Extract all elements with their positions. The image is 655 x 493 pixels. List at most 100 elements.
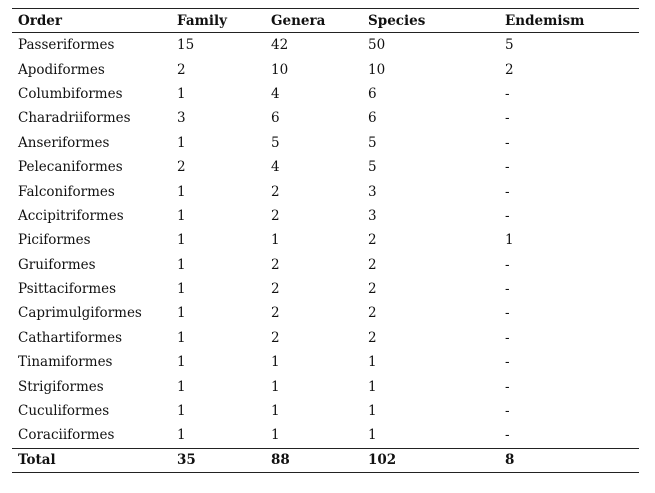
cell-genera: 2 [271, 207, 280, 224]
cell-species: 10 [368, 61, 386, 78]
cell-endemism: - [505, 329, 510, 346]
cell-order: Accipitriformes [18, 207, 124, 224]
cell-endemism: - [505, 403, 510, 420]
cell-family: 2 [177, 159, 186, 176]
total-label: Total [18, 452, 56, 469]
cell-species: 2 [368, 305, 377, 322]
total-genera: 88 [271, 452, 290, 469]
cell-family: 1 [177, 281, 186, 298]
table-row: Pelecaniformes 2 4 5 - [12, 155, 639, 179]
cell-order: Psittaciformes [18, 281, 117, 298]
table-row: Coraciiformes 1 1 1 - [12, 423, 639, 448]
bird-orders-table: Order Family Genera Species Endemism Pas… [12, 8, 639, 473]
cell-endemism: - [505, 354, 510, 371]
cell-family: 15 [177, 37, 195, 54]
cell-species: 2 [368, 281, 377, 298]
cell-species: 3 [368, 207, 377, 224]
table-row: Passeriformes 15 42 50 5 [12, 33, 639, 58]
cell-order: Cathartiformes [18, 329, 123, 346]
header-order: Order [18, 12, 63, 29]
cell-order: Tinamiformes [18, 354, 113, 371]
table-header-row: Order Family Genera Species Endemism [12, 8, 639, 33]
cell-family: 1 [177, 354, 186, 371]
cell-family: 1 [177, 427, 186, 444]
cell-order: Gruiformes [18, 256, 96, 273]
cell-genera: 2 [271, 183, 280, 200]
cell-family: 1 [177, 256, 186, 273]
cell-genera: 2 [271, 256, 280, 273]
cell-species: 6 [368, 110, 377, 127]
cell-endemism: - [505, 207, 510, 224]
cell-order: Apodiformes [18, 61, 105, 78]
table-row: Gruiformes 1 2 2 - [12, 253, 639, 277]
cell-genera: 1 [271, 403, 280, 420]
table-row: Columbiformes 1 4 6 - [12, 82, 639, 106]
cell-order: Strigiformes [18, 378, 104, 395]
cell-endemism: 5 [505, 37, 514, 54]
cell-genera: 4 [271, 85, 280, 102]
cell-family: 2 [177, 61, 186, 78]
cell-species: 1 [368, 378, 377, 395]
total-species: 102 [368, 452, 397, 469]
table-row: Cathartiformes 1 2 2 - [12, 326, 639, 350]
table-row: Falconiformes 1 2 3 - [12, 179, 639, 203]
cell-genera: 42 [271, 37, 289, 54]
cell-order: Coraciiformes [18, 427, 115, 444]
cell-family: 3 [177, 110, 186, 127]
table-body: Passeriformes 15 42 50 5 Apodiformes 2 10 10 2 Col… [12, 33, 639, 449]
cell-genera: 1 [271, 378, 280, 395]
header-genera: Genera [271, 12, 326, 29]
cell-genera: 2 [271, 281, 280, 298]
cell-order: Pelecaniformes [18, 159, 123, 176]
cell-order: Passeriformes [18, 37, 115, 54]
cell-endemism: - [505, 159, 510, 176]
cell-species: 5 [368, 159, 377, 176]
cell-family: 1 [177, 207, 186, 224]
cell-species: 2 [368, 256, 377, 273]
table-row: Strigiformes 1 1 1 - [12, 374, 639, 398]
cell-genera: 6 [271, 110, 280, 127]
cell-family: 1 [177, 329, 186, 346]
cell-order: Falconiformes [18, 183, 115, 200]
cell-genera: 2 [271, 305, 280, 322]
cell-family: 1 [177, 232, 186, 249]
cell-order: Columbiformes [18, 85, 123, 102]
cell-order: Caprimulgiformes [18, 305, 142, 322]
table-row: Accipitriformes 1 2 3 - [12, 204, 639, 228]
total-endemism: 8 [505, 452, 515, 469]
table-row: Anseriformes 1 5 5 - [12, 131, 639, 155]
table-total-row: Total 35 88 102 8 [12, 448, 639, 473]
cell-endemism: - [505, 378, 510, 395]
cell-genera: 2 [271, 329, 280, 346]
cell-endemism: 1 [505, 232, 514, 249]
cell-species: 1 [368, 403, 377, 420]
bird-orders-table-container: Order Family Genera Species Endemism Pas… [12, 8, 639, 473]
cell-endemism: - [505, 85, 510, 102]
cell-endemism: - [505, 305, 510, 322]
cell-genera: 1 [271, 354, 280, 371]
cell-endemism: - [505, 427, 510, 444]
header-family: Family [177, 12, 227, 29]
cell-species: 50 [368, 37, 386, 54]
cell-genera: 1 [271, 427, 280, 444]
cell-endemism: - [505, 134, 510, 151]
cell-species: 1 [368, 427, 377, 444]
total-family: 35 [177, 452, 196, 469]
cell-endemism: - [505, 281, 510, 298]
cell-order: Charadriiformes [18, 110, 131, 127]
cell-genera: 1 [271, 232, 280, 249]
cell-species: 6 [368, 85, 377, 102]
cell-family: 1 [177, 183, 186, 200]
table-row: Charadriiformes 3 6 6 - [12, 106, 639, 130]
cell-family: 1 [177, 378, 186, 395]
table-row: Caprimulgiformes 1 2 2 - [12, 301, 639, 325]
cell-family: 1 [177, 85, 186, 102]
cell-genera: 5 [271, 134, 280, 151]
cell-genera: 10 [271, 61, 289, 78]
cell-order: Cuculiformes [18, 403, 110, 420]
cell-family: 1 [177, 134, 186, 151]
table-row: Piciformes 1 1 2 1 [12, 228, 639, 252]
cell-species: 2 [368, 232, 377, 249]
cell-species: 5 [368, 134, 377, 151]
cell-endemism: - [505, 110, 510, 127]
